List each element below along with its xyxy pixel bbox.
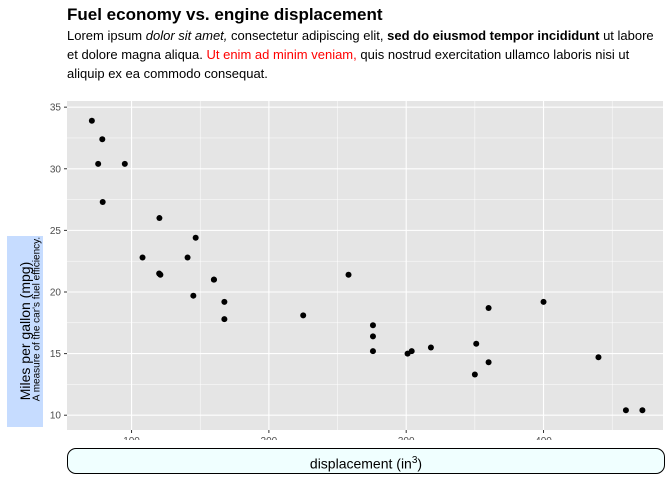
x-axis-title-text: displacement (in [309,455,412,472]
data-point [485,305,492,312]
chart-title: Fuel economy vs. engine displacement [67,5,383,24]
data-point [95,160,102,167]
x-tick-label: 200 [261,436,278,440]
data-point [369,348,376,355]
data-point [88,117,95,124]
data-point [157,271,164,278]
subtitle-segment: Ut enim ad minim veniam, [206,47,357,62]
data-point [192,234,199,241]
y-tick-label: 35 [50,103,62,114]
x-axis-title-superscript: 3 [411,455,418,466]
data-point [622,407,629,414]
data-point [639,407,646,414]
x-axis-title-suffix: ) [417,455,423,472]
x-axis-title: displacement (in3) [67,448,665,474]
data-point [184,254,191,261]
y-tick-label: 10 [50,411,62,422]
subtitle-segment: sed do eiusmod tempor incididunt [387,28,600,43]
y-axis-subtitle: A measure of the car's fuel efficiency. [31,236,43,402]
data-point [471,371,478,378]
data-point [485,359,492,366]
x-tick-label: 400 [535,436,552,440]
y-tick-label: 20 [50,287,62,298]
data-point [540,298,547,305]
subtitle-segment: dolor sit amet, [145,28,228,43]
data-point [300,312,307,319]
data-point [221,298,228,305]
subtitle-segment: Lorem ipsum [67,28,146,43]
data-point [156,215,163,222]
chart-subtitle: Lorem ipsum dolor sit amet, consectetur … [67,26,667,83]
y-tick-label: 25 [50,226,62,237]
subtitle-segment: quis nostrud exercitation ullamco labori… [67,47,630,81]
data-point [210,276,217,283]
scatter-plot: 100 200 300 400 10 15 20 25 30 35 [50,101,663,440]
data-point [99,199,106,206]
y-tick-label: 15 [50,349,62,360]
y-axis-label-box [7,236,43,427]
plot-panel [67,101,663,430]
subtitle-segment: ut labore et dolore magna aliqua. [67,28,654,62]
data-point [473,340,480,347]
x-tick-label: 300 [398,436,415,440]
data-point [345,271,352,278]
data-point [427,344,434,351]
data-point [221,316,228,323]
x-tick-label: 100 [123,436,140,440]
data-point [99,136,106,143]
data-point [139,254,146,261]
subtitle-segment: consectetur adipiscing elit, [227,28,388,43]
data-point [121,160,128,167]
data-point [595,354,602,361]
data-point [369,333,376,340]
data-point [190,292,197,299]
y-tick-label: 30 [50,164,62,175]
data-point [408,348,415,355]
data-point [369,322,376,329]
